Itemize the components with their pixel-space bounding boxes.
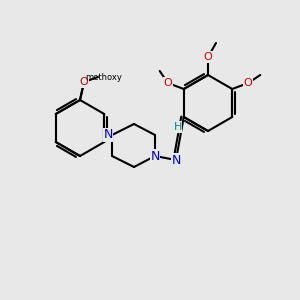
Text: methoxy: methoxy xyxy=(85,73,122,82)
Text: N: N xyxy=(103,128,113,142)
Text: H: H xyxy=(174,122,182,132)
Text: O: O xyxy=(80,77,88,87)
Text: N: N xyxy=(150,149,160,163)
Text: O: O xyxy=(244,78,253,88)
Text: O: O xyxy=(164,78,172,88)
Text: O: O xyxy=(204,52,212,62)
Text: N: N xyxy=(171,154,181,166)
